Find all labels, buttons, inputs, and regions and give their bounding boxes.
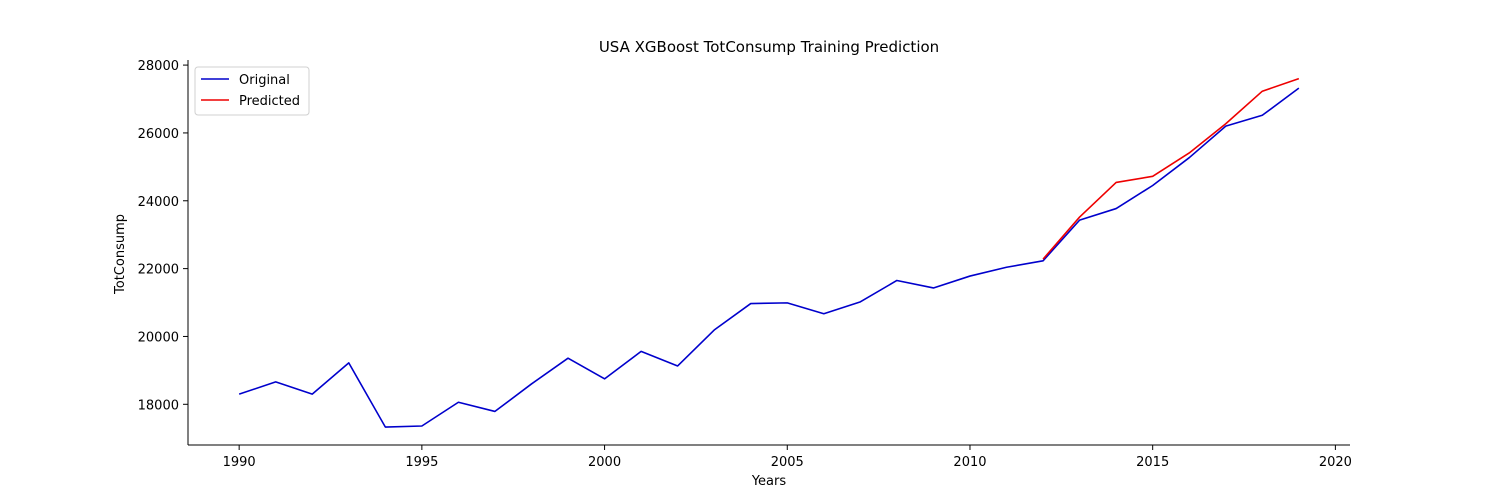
x-axis: 1990 1995 2000 2005 2010 2015 2020 (188, 444, 1352, 470)
y-tick-label: 20000 (138, 330, 179, 345)
x-tick-label: 2020 (1319, 455, 1352, 470)
x-tick-label: 2010 (953, 455, 986, 470)
y-tick-label: 28000 (138, 59, 179, 74)
legend: Original Predicted (194, 66, 310, 116)
plot-area (238, 77, 1300, 428)
chart-title: USA XGBoost TotConsump Training Predicti… (599, 38, 939, 56)
x-tick-label: 2005 (771, 455, 804, 470)
series-line-predicted (1042, 77, 1300, 260)
y-axis: 18000 20000 22000 24000 26000 28000 (138, 59, 189, 445)
x-axis-label: Years (751, 474, 787, 489)
x-tick-label: 2000 (588, 455, 621, 470)
series-line-original (238, 87, 1300, 428)
x-tick-label: 1995 (405, 455, 438, 470)
x-tick-label: 2015 (1136, 455, 1169, 470)
legend-label-predicted: Predicted (239, 94, 300, 109)
y-tick-label: 22000 (138, 263, 179, 278)
y-tick-label: 24000 (138, 195, 179, 210)
y-tick-label: 18000 (138, 398, 179, 413)
y-axis-label: TotConsump (113, 214, 128, 295)
x-tick-label: 1990 (223, 455, 256, 470)
legend-label-original: Original (239, 73, 290, 88)
y-tick-label: 26000 (138, 127, 179, 142)
